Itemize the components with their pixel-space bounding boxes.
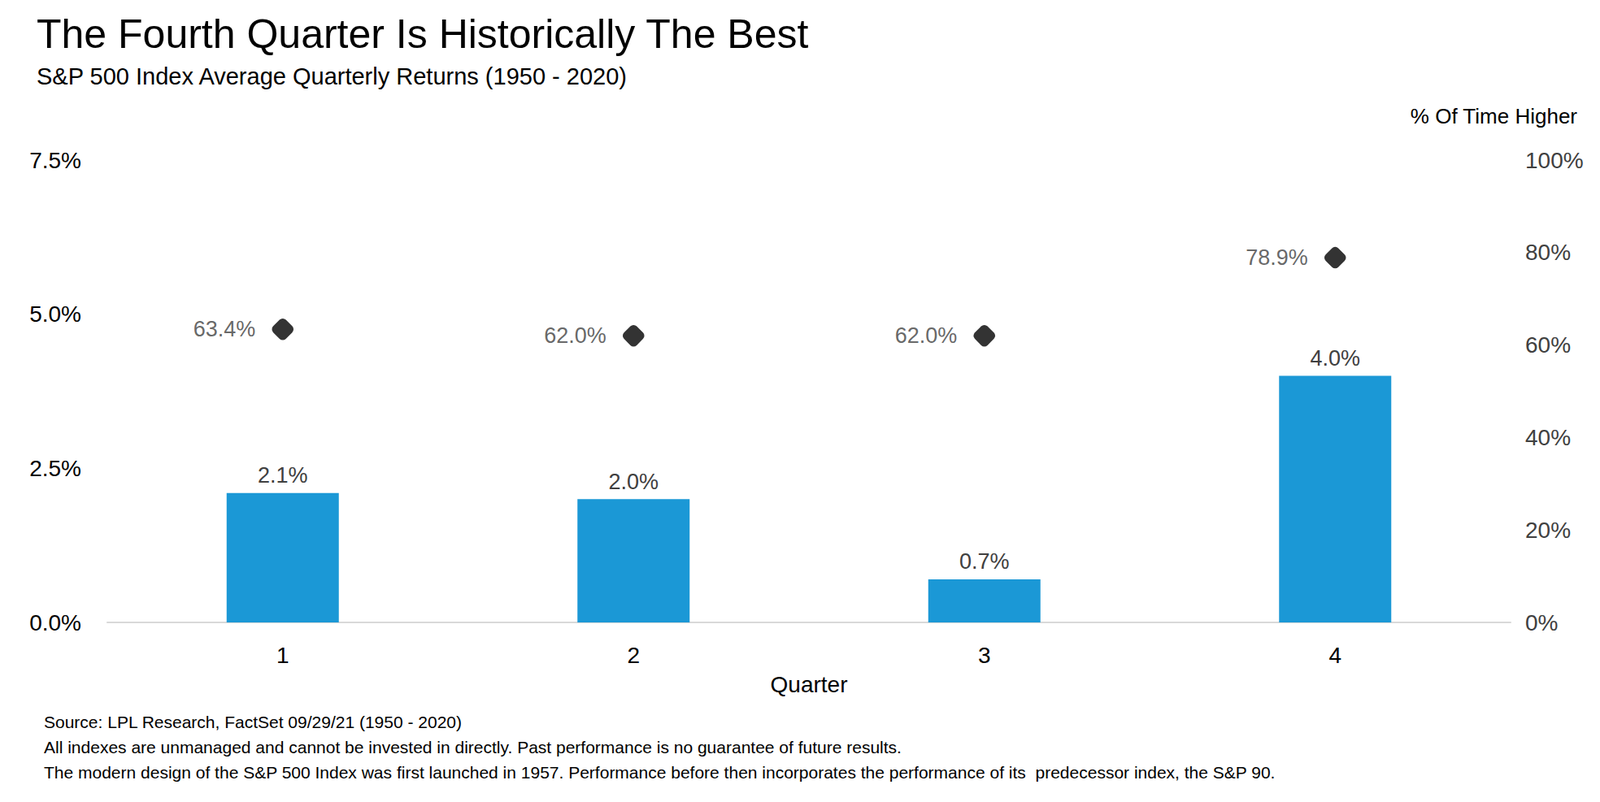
svg-text:60%: 60% bbox=[1525, 332, 1571, 358]
svg-text:S&P 500 Index Average Quarterl: S&P 500 Index Average Quarterly Returns … bbox=[36, 63, 627, 90]
svg-text:3: 3 bbox=[978, 643, 992, 669]
svg-text:The Fourth Quarter Is Historic: The Fourth Quarter Is Historically The B… bbox=[36, 11, 809, 57]
svg-text:2.1%: 2.1% bbox=[257, 463, 309, 488]
svg-text:80%: 80% bbox=[1525, 239, 1571, 266]
svg-text:0.0%: 0.0% bbox=[29, 610, 82, 636]
svg-text:2.0%: 2.0% bbox=[608, 469, 659, 495]
svg-text:78.9%: 78.9% bbox=[1245, 245, 1309, 270]
svg-text:20%: 20% bbox=[1525, 517, 1571, 544]
svg-text:62.0%: 62.0% bbox=[543, 323, 607, 348]
svg-text:The modern design of the S&P 5: The modern design of the S&P 500 Index w… bbox=[43, 763, 1275, 783]
svg-text:% Of Time Higher: % Of Time Higher bbox=[1410, 104, 1579, 129]
svg-text:1: 1 bbox=[276, 643, 290, 669]
svg-text:Quarter: Quarter bbox=[770, 672, 848, 698]
svg-text:4.0%: 4.0% bbox=[1309, 346, 1361, 371]
svg-text:4: 4 bbox=[1328, 643, 1342, 669]
svg-text:2: 2 bbox=[626, 643, 640, 669]
svg-text:5.0%: 5.0% bbox=[29, 301, 82, 327]
svg-text:All indexes are unmanaged and: All indexes are unmanaged and cannot be … bbox=[43, 738, 902, 757]
svg-text:0.7%: 0.7% bbox=[959, 549, 1010, 574]
svg-text:2.5%: 2.5% bbox=[29, 456, 82, 482]
svg-text:62.0%: 62.0% bbox=[895, 323, 958, 348]
svg-text:Source: LPL Research, FactSet: Source: LPL Research, FactSet 09/29/21 (… bbox=[43, 713, 462, 732]
svg-text:7.5%: 7.5% bbox=[29, 147, 82, 174]
svg-text:63.4%: 63.4% bbox=[193, 317, 257, 342]
svg-text:40%: 40% bbox=[1525, 425, 1571, 451]
svg-text:0%: 0% bbox=[1525, 610, 1558, 636]
svg-text:100%: 100% bbox=[1525, 147, 1584, 174]
